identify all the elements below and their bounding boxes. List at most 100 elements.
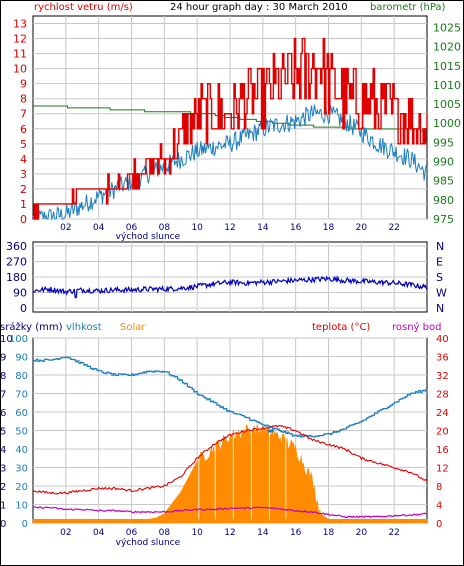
tick-label-x: 20 bbox=[356, 223, 368, 233]
series-humidity bbox=[33, 356, 428, 438]
tick-label-teplota: 8 bbox=[436, 482, 442, 493]
tick-label-left: 0 bbox=[20, 213, 27, 226]
panel-temperature-humidity: srážky (mm) vlhkost Solar teplota (°C) rosný… bbox=[0, 321, 449, 548]
tick-label-left: 1 bbox=[20, 198, 27, 211]
legend-item: rosný bod bbox=[392, 321, 441, 333]
tick-label-right: W bbox=[436, 287, 447, 300]
legend-item: vlhkost bbox=[66, 322, 102, 333]
legend-item: srážky (mm) bbox=[0, 321, 63, 333]
tick-label-teplota: 12 bbox=[436, 464, 449, 475]
series-dew-point bbox=[32, 506, 428, 519]
tick-label-right: 1010 bbox=[433, 79, 461, 92]
tick-label-srazky: 5 bbox=[0, 427, 6, 438]
tick-label-left: 5 bbox=[20, 138, 27, 151]
tick-label-left: 3 bbox=[20, 168, 27, 181]
tick-label-vlhkost: 70 bbox=[15, 390, 28, 401]
tick-label-left: 0 bbox=[20, 302, 27, 315]
tick-label-teplota: 32 bbox=[436, 371, 449, 382]
tick-label-vlhkost: 60 bbox=[15, 408, 28, 419]
tick-label-x: 12 bbox=[224, 223, 235, 233]
tick-label-x: 22 bbox=[388, 223, 399, 233]
tick-label-right: E bbox=[436, 256, 443, 269]
series-wind-speed bbox=[33, 37, 428, 220]
tick-label-left: 10 bbox=[13, 63, 27, 76]
tick-label-teplota: 20 bbox=[436, 427, 449, 438]
tick-label-vlhkost: 40 bbox=[15, 445, 28, 456]
tick-label-x: 02 bbox=[60, 528, 71, 538]
tick-label-right: 995 bbox=[433, 136, 454, 149]
tick-label-x: 18 bbox=[323, 528, 335, 538]
tick-label-right: 980 bbox=[433, 194, 454, 207]
tick-label-vlhkost: 10 bbox=[15, 501, 28, 512]
legend-item: teplota (°C) bbox=[312, 322, 370, 333]
tick-label-left: 8 bbox=[20, 93, 27, 106]
tick-label-x: 06 bbox=[126, 223, 138, 233]
tick-label-srazky: 3 bbox=[0, 464, 6, 475]
panel-wind-pressure: rychlost vetru (m/s) 24 hour graph day :… bbox=[13, 2, 461, 242]
tick-label-left: 11 bbox=[13, 48, 27, 61]
tick-label-right: 990 bbox=[433, 156, 454, 169]
tick-label-x: 06 bbox=[126, 528, 138, 538]
tick-label-x: 10 bbox=[191, 528, 203, 538]
tick-label-srazky: 9 bbox=[0, 353, 6, 364]
chart-title: 24 hour graph day : 30 March 2010 bbox=[170, 2, 348, 13]
tick-label-x: 08 bbox=[159, 528, 171, 538]
tick-label-teplota: 4 bbox=[436, 501, 442, 512]
tick-label-right: S bbox=[436, 271, 443, 284]
tick-label-right: N bbox=[436, 240, 444, 253]
tick-label-left: 180 bbox=[6, 271, 27, 284]
title-left-axis-label: rychlost vetru (m/s) bbox=[34, 2, 133, 13]
legend-item: Solar bbox=[120, 322, 146, 333]
tick-label-right: 1005 bbox=[433, 98, 461, 111]
tick-label-left: 90 bbox=[13, 287, 27, 300]
tick-label-x: 04 bbox=[93, 528, 105, 538]
x-note-sunrise: východ slunce bbox=[116, 232, 181, 242]
tick-label-x: 14 bbox=[257, 223, 269, 233]
tick-label-x: 10 bbox=[191, 223, 203, 233]
tick-label-srazky: 6 bbox=[0, 408, 6, 419]
tick-label-teplota: 28 bbox=[436, 390, 449, 401]
tick-label-left: 270 bbox=[6, 256, 27, 269]
tick-label-vlhkost: 90 bbox=[15, 353, 28, 364]
tick-label-x: 22 bbox=[388, 528, 399, 538]
tick-label-right: 1015 bbox=[433, 60, 461, 73]
tick-label-vlhkost: 30 bbox=[15, 464, 28, 475]
series-wind-average bbox=[32, 104, 428, 221]
tick-label-srazky: 2 bbox=[0, 482, 6, 493]
tick-label-right: 985 bbox=[433, 175, 454, 188]
tick-label-x: 04 bbox=[93, 223, 105, 233]
tick-label-vlhkost: 0 bbox=[22, 519, 28, 530]
tick-label-x: 14 bbox=[257, 528, 269, 538]
tick-label-x: 16 bbox=[290, 528, 302, 538]
tick-label-x: 20 bbox=[356, 528, 368, 538]
tick-label-srazky: 8 bbox=[0, 371, 6, 382]
tick-label-right: N bbox=[436, 302, 444, 315]
x-note-sunrise: východ slunce bbox=[116, 538, 181, 548]
humidity-marker bbox=[267, 429, 274, 433]
tick-label-left: 9 bbox=[20, 78, 27, 91]
tick-label-srazky: 7 bbox=[0, 390, 6, 401]
tick-label-srazky: 0 bbox=[0, 519, 6, 530]
tick-label-left: 6 bbox=[20, 123, 27, 136]
tick-label-left: 2 bbox=[20, 183, 27, 196]
tick-label-left: 4 bbox=[20, 153, 27, 166]
tick-label-vlhkost: 50 bbox=[15, 427, 28, 438]
tick-label-left: 13 bbox=[13, 18, 27, 31]
tick-label-teplota: 36 bbox=[436, 353, 449, 364]
tick-label-x: 08 bbox=[159, 223, 171, 233]
tick-label-srazky: 1 bbox=[0, 501, 6, 512]
tick-label-left: 360 bbox=[6, 240, 27, 253]
series-temperature bbox=[32, 424, 428, 495]
tick-label-teplota: 0 bbox=[436, 519, 442, 530]
tick-label-srazky: 4 bbox=[0, 445, 6, 456]
series-wind-direction bbox=[32, 275, 428, 299]
tick-label-x: 12 bbox=[224, 528, 235, 538]
tick-label-teplota: 24 bbox=[436, 408, 449, 419]
tick-label-left: 7 bbox=[20, 108, 27, 121]
tick-label-srazky: 10 bbox=[0, 334, 13, 345]
title-right-axis-label: barometr (hPa) bbox=[370, 2, 446, 13]
tick-label-x: 18 bbox=[323, 223, 335, 233]
tick-label-vlhkost: 80 bbox=[15, 371, 28, 382]
tick-label-left: 12 bbox=[13, 33, 27, 46]
